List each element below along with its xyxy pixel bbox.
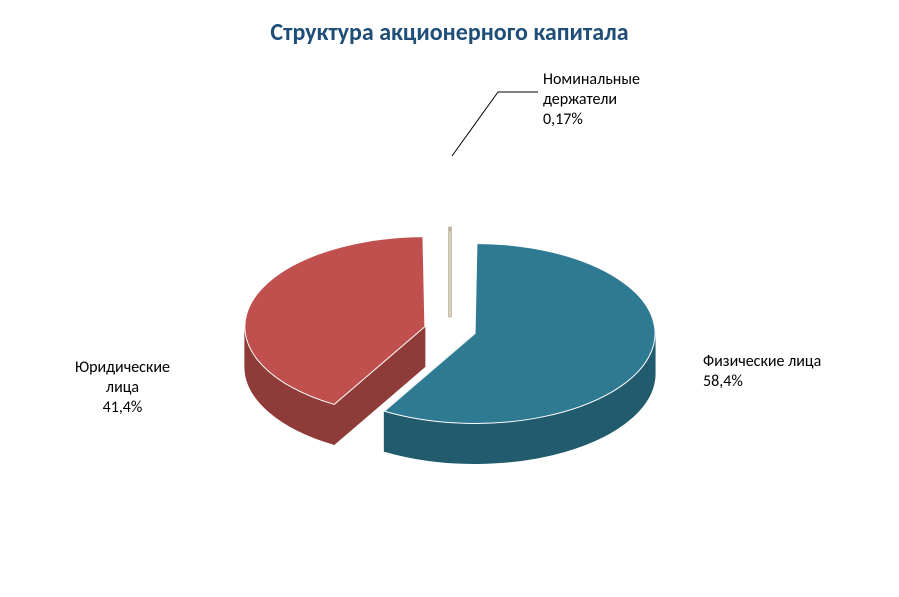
label-nominal-value: 0,17% bbox=[543, 110, 583, 129]
label-nominal-line2: держатели bbox=[543, 90, 617, 109]
label-physical-line1: Физические лица bbox=[703, 352, 821, 371]
label-physical: Физические лица 58,4% bbox=[703, 352, 821, 392]
label-nominal: Номинальные держатели 0,17% bbox=[543, 70, 640, 130]
label-physical-value: 58,4% bbox=[703, 372, 743, 391]
label-legal-line2: лица bbox=[106, 378, 139, 397]
label-legal: Юридические лица 41,4% bbox=[75, 358, 170, 418]
chart-container: Структура акционерного капитала Номиналь… bbox=[0, 0, 899, 597]
pie-chart bbox=[0, 0, 899, 597]
label-legal-value: 41,4% bbox=[103, 398, 143, 417]
label-nominal-line1: Номинальные bbox=[543, 70, 640, 89]
label-legal-line1: Юридические bbox=[75, 358, 170, 377]
